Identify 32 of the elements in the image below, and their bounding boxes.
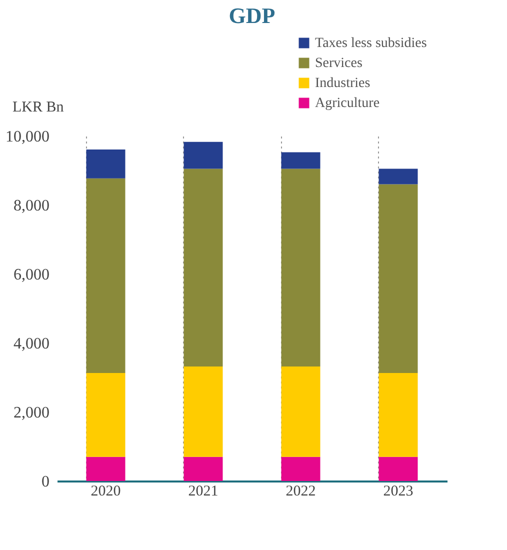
bar: [86, 373, 126, 457]
y-tick-label: 0: [42, 474, 50, 490]
chart-title: GDP: [228, 3, 276, 28]
legend-label: Agriculture: [315, 96, 380, 111]
bar: [378, 168, 418, 184]
legend-label: Industries: [315, 76, 370, 91]
bar: [86, 456, 126, 481]
x-tick-label: 2021: [188, 484, 218, 500]
bar: [86, 149, 126, 178]
bar: [184, 366, 223, 457]
y-tick-label: 6,000: [14, 266, 50, 284]
y-axis-title: LKR Bn: [12, 100, 64, 116]
legend-label: Services: [315, 56, 362, 71]
bar: [378, 456, 418, 481]
y-tick-label: 10,000: [6, 128, 50, 146]
bar: [184, 456, 223, 481]
bar: [184, 142, 223, 169]
x-tick-label: 2020: [90, 484, 121, 500]
bar: [281, 456, 320, 481]
y-tick-label: 4,000: [14, 336, 50, 352]
bar: [378, 184, 418, 374]
y-tick-label: 8,000: [14, 198, 50, 214]
bar: [281, 366, 320, 457]
bar: [86, 178, 126, 374]
y-tick-label: 2,000: [14, 404, 50, 422]
bar: [378, 373, 418, 457]
bar: [281, 152, 320, 169]
x-tick-label: 2022: [286, 484, 316, 500]
bar: [184, 168, 223, 366]
bar: [281, 168, 320, 366]
x-tick-label: 2023: [383, 484, 414, 500]
legend-label: Taxes less subsidies: [315, 36, 427, 51]
